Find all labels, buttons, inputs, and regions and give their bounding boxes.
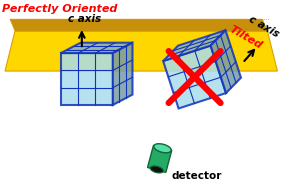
Polygon shape (163, 46, 226, 108)
Polygon shape (163, 30, 226, 61)
Text: Perfectly Oriented: Perfectly Oriented (2, 4, 117, 14)
Polygon shape (61, 43, 133, 53)
Polygon shape (113, 43, 133, 105)
Polygon shape (61, 53, 113, 105)
Text: detector: detector (172, 171, 222, 181)
Text: c axis: c axis (247, 14, 281, 39)
Text: c axis: c axis (68, 14, 101, 24)
Polygon shape (5, 31, 278, 71)
Text: Tilted: Tilted (228, 24, 264, 50)
Polygon shape (211, 30, 241, 93)
Ellipse shape (150, 166, 163, 173)
FancyBboxPatch shape (148, 145, 172, 172)
Polygon shape (10, 19, 267, 31)
Ellipse shape (154, 144, 171, 153)
